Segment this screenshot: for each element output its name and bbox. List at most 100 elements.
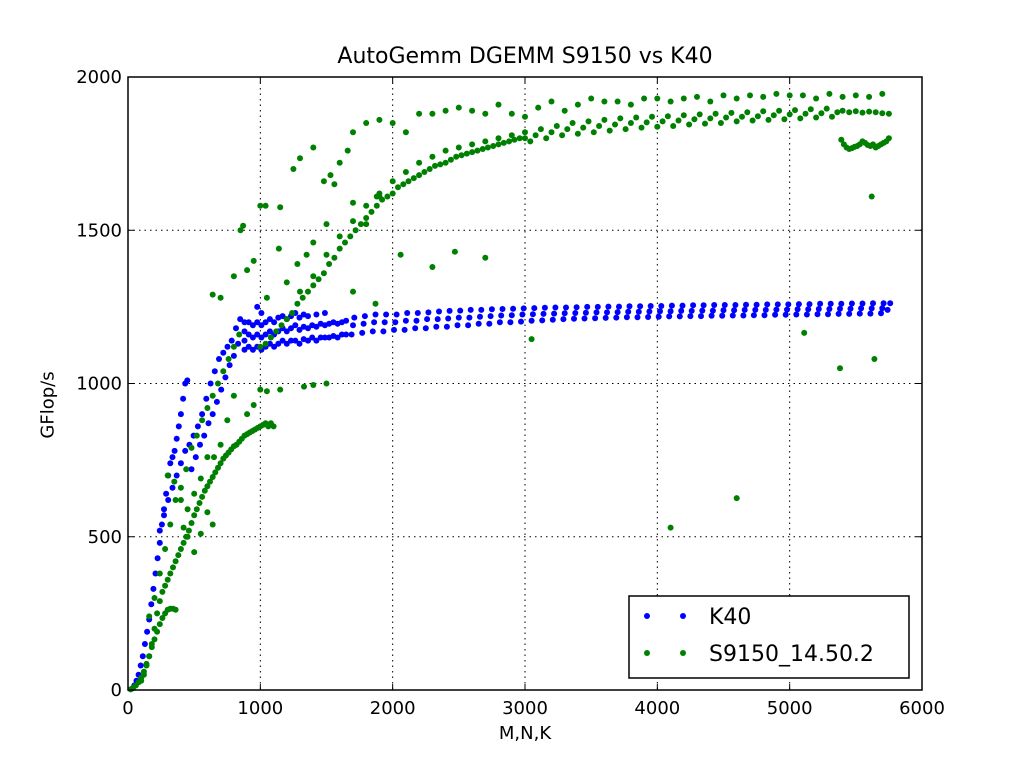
data-point	[323, 221, 330, 228]
data-point	[175, 552, 182, 559]
data-point	[495, 141, 502, 148]
data-point	[204, 405, 211, 411]
data-point	[241, 319, 248, 326]
data-point	[520, 305, 527, 312]
data-point	[442, 147, 449, 154]
data-point	[508, 110, 515, 117]
data-point	[315, 276, 322, 283]
data-point	[559, 132, 566, 139]
data-point	[482, 254, 489, 261]
data-point	[518, 318, 524, 325]
data-point	[350, 288, 356, 295]
data-point	[868, 305, 875, 312]
data-point	[678, 307, 685, 314]
data-point	[867, 310, 874, 317]
data-point	[262, 319, 269, 326]
data-point	[732, 302, 739, 308]
data-point	[397, 251, 404, 258]
data-point	[499, 306, 506, 312]
data-point	[510, 305, 517, 312]
data-point	[859, 109, 866, 116]
data-point	[209, 411, 216, 418]
data-point	[463, 150, 470, 157]
data-point	[250, 402, 257, 408]
data-point	[852, 108, 859, 115]
data-point	[215, 380, 221, 387]
data-point	[847, 305, 854, 312]
data-point	[183, 466, 190, 473]
data-point	[309, 334, 316, 341]
data-point	[733, 95, 740, 102]
data-point	[299, 294, 306, 301]
data-point	[159, 588, 166, 595]
data-point	[185, 527, 192, 534]
data-point	[400, 181, 407, 188]
data-point	[614, 309, 621, 316]
data-point	[548, 98, 555, 105]
data-point	[165, 497, 172, 503]
data-point	[266, 328, 273, 335]
data-point	[334, 334, 341, 341]
data-point	[197, 530, 204, 537]
data-point	[244, 411, 251, 418]
data-point	[391, 326, 397, 333]
legend-label: K40	[709, 605, 751, 630]
data-point	[369, 328, 376, 335]
data-point	[837, 365, 843, 372]
data-point	[297, 288, 303, 295]
data-point	[793, 311, 800, 318]
data-point	[802, 110, 809, 117]
data-point	[838, 136, 845, 143]
data-point	[217, 294, 224, 301]
data-point	[666, 313, 673, 320]
data-point	[785, 301, 792, 308]
data-point	[426, 166, 433, 172]
data-point	[667, 524, 674, 531]
data-point	[350, 199, 356, 206]
data-point	[258, 334, 265, 341]
data-point	[436, 308, 442, 315]
data-point	[310, 239, 317, 246]
data-point	[310, 282, 317, 289]
data-point	[668, 302, 675, 309]
legend: K40 S9150_14.50.2	[628, 595, 910, 679]
data-point	[762, 306, 769, 313]
data-point	[167, 570, 174, 577]
data-point	[749, 117, 756, 124]
data-point	[872, 109, 879, 116]
data-point	[834, 109, 841, 116]
data-point	[296, 326, 303, 333]
data-point	[226, 362, 233, 369]
data-point	[469, 149, 476, 156]
data-point	[412, 325, 419, 332]
data-point	[784, 306, 790, 313]
data-point	[614, 98, 621, 105]
data-point	[527, 138, 534, 145]
data-point	[574, 130, 581, 137]
data-point	[271, 343, 278, 350]
data-point	[773, 306, 780, 313]
axis-ticks: 0 1000 2000 3000 4000 5000 6000 0 500 1000 1500 200…	[76, 67, 945, 719]
data-point	[363, 221, 370, 228]
data-point	[679, 302, 686, 309]
data-point	[170, 564, 176, 571]
data-point	[571, 315, 577, 322]
data-point	[721, 302, 728, 308]
data-point	[262, 202, 269, 209]
y-tick-label: 500	[88, 527, 122, 548]
data-point	[747, 92, 753, 99]
data-point	[817, 300, 824, 307]
series-s9150-14-50-2	[127, 90, 892, 693]
data-point	[416, 110, 423, 117]
data-point	[846, 310, 853, 317]
data-point	[405, 178, 412, 185]
data-point	[211, 454, 217, 461]
data-point	[466, 314, 473, 321]
data-point	[154, 555, 161, 562]
data-point	[156, 598, 163, 605]
data-point	[395, 184, 401, 191]
grid-lines	[128, 77, 922, 690]
data-point	[338, 331, 345, 338]
data-point	[664, 113, 671, 120]
